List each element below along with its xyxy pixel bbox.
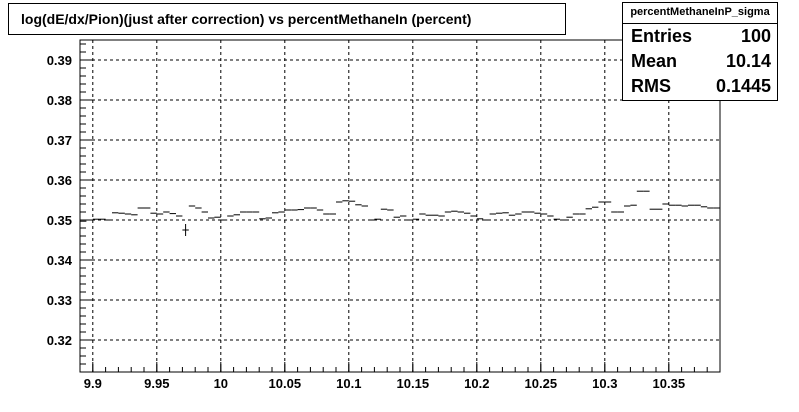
data-markers (80, 190, 720, 236)
x-tick-label: 10.05 (269, 376, 302, 391)
x-tick-label: 10.25 (525, 376, 558, 391)
stats-rms-row: RMS 0.1445 (623, 74, 777, 99)
chart-title: log(dE/dx/Pion)(just after correction) v… (8, 3, 566, 35)
stats-mean-row: Mean 10.14 (623, 49, 777, 74)
x-tick-label: 10.1 (336, 376, 361, 391)
stats-entries-row: Entries 100 (623, 24, 777, 49)
grid (80, 40, 720, 372)
y-tick-label: 0.35 (47, 213, 72, 228)
stats-entries-label: Entries (631, 26, 693, 46)
x-tick-label: 9.95 (144, 376, 169, 391)
y-tick-label: 0.37 (47, 133, 72, 148)
y-tick-label: 0.32 (47, 333, 72, 348)
x-tick-label: 10.15 (397, 376, 430, 391)
stats-entries-value: 100 (740, 26, 771, 46)
stats-histogram-name: percentMethaneInP_sigma (623, 3, 777, 24)
y-tick-label: 0.34 (47, 253, 73, 268)
axis-ticks (79, 43, 721, 373)
x-tick-label: 10 (214, 376, 228, 391)
stats-box: percentMethaneInP_sigma Entries 100 Mean… (622, 2, 778, 101)
y-tick-label: 0.38 (47, 93, 72, 108)
data-point (182, 224, 189, 236)
stats-rms-label: RMS (631, 76, 671, 96)
y-tick-label: 0.39 (47, 53, 72, 68)
stats-rms-value: 0.1445 (715, 76, 771, 96)
y-tick-label: 0.36 (47, 173, 72, 188)
x-tick-label: 9.9 (84, 376, 102, 391)
x-tick-label: 10.35 (653, 376, 686, 391)
tick-labels: 9.9 9.95 10 10.05 10.1 10.15 10.2 10.25 10.3 10.3… (47, 53, 685, 391)
x-tick-label: 10.2 (464, 376, 489, 391)
stats-mean-label: Mean (631, 51, 678, 71)
stats-mean-value: 10.14 (725, 51, 771, 71)
x-tick-label: 10.3 (592, 376, 617, 391)
y-tick-label: 0.33 (47, 293, 72, 308)
